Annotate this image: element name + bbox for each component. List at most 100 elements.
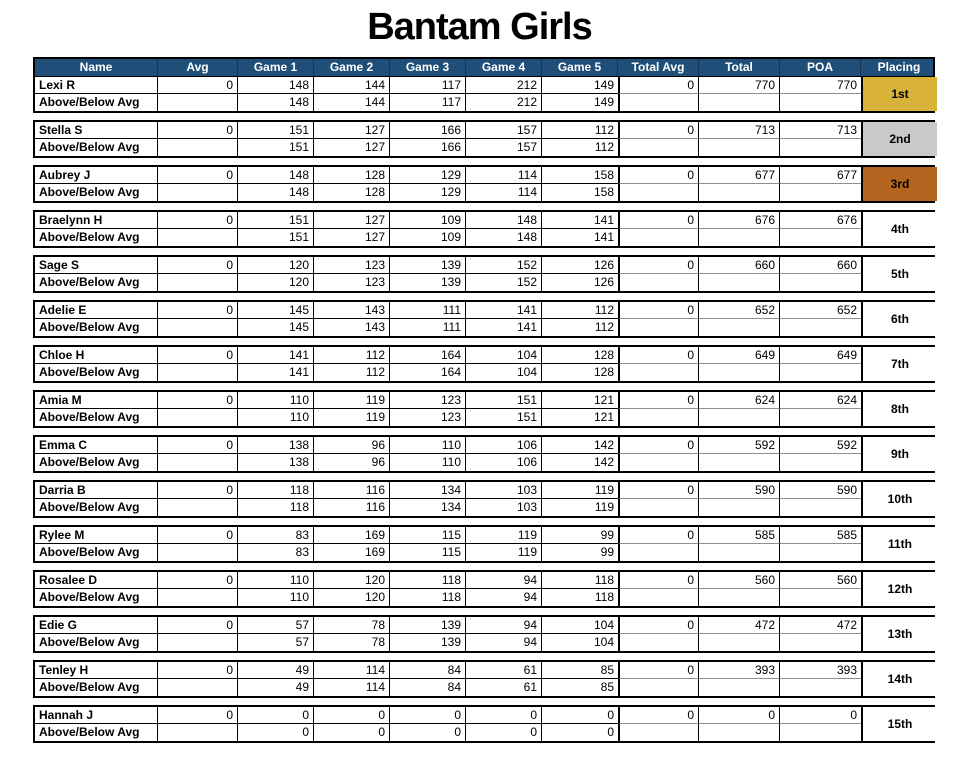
total-avg-cell: 0	[618, 617, 699, 634]
total-avg-sub-cell	[618, 94, 699, 111]
game-5-cell: 0	[542, 707, 618, 724]
game-2-sub-cell: 144	[314, 94, 390, 111]
game-5-cell: 128	[542, 347, 618, 364]
game-5-sub-cell: 112	[542, 319, 618, 336]
column-header-name: Name	[35, 59, 158, 76]
game-5-sub-cell: 104	[542, 634, 618, 651]
game-2-sub-cell: 112	[314, 364, 390, 381]
poa-sub-cell	[780, 454, 861, 471]
total-avg-cell: 0	[618, 257, 699, 274]
poa-sub-cell	[780, 499, 861, 516]
game-5-cell: 121	[542, 392, 618, 409]
above-below-label: Above/Below Avg	[35, 724, 158, 741]
game-1-sub-cell: 83	[238, 544, 314, 561]
column-header-game-1: Game 1	[238, 59, 314, 76]
total-avg-sub-cell	[618, 229, 699, 246]
total-cell: 585	[699, 527, 780, 544]
game-4-cell: 212	[466, 77, 542, 94]
game-3-cell: 164	[390, 347, 466, 364]
game-5-sub-cell: 118	[542, 589, 618, 606]
game-4-sub-cell: 119	[466, 544, 542, 561]
above-below-label: Above/Below Avg	[35, 364, 158, 381]
total-sub-cell	[699, 229, 780, 246]
total-avg-cell: 0	[618, 572, 699, 589]
placing-badge: 10th	[861, 482, 937, 516]
total-avg-sub-cell	[618, 139, 699, 156]
game-4-sub-cell: 106	[466, 454, 542, 471]
game-3-sub-cell: 117	[390, 94, 466, 111]
avg-sub-cell	[158, 679, 238, 696]
game-2-cell: 123	[314, 257, 390, 274]
game-5-sub-cell: 85	[542, 679, 618, 696]
game-5-sub-cell: 112	[542, 139, 618, 156]
game-4-cell: 103	[466, 482, 542, 499]
game-1-cell: 49	[238, 662, 314, 679]
game-4-sub-cell: 152	[466, 274, 542, 291]
column-header-game-4: Game 4	[466, 59, 542, 76]
game-4-sub-cell: 94	[466, 634, 542, 651]
above-below-label: Above/Below Avg	[35, 229, 158, 246]
game-4-cell: 104	[466, 347, 542, 364]
game-1-cell: 120	[238, 257, 314, 274]
above-below-label: Above/Below Avg	[35, 634, 158, 651]
total-sub-cell	[699, 409, 780, 426]
total-avg-cell: 0	[618, 392, 699, 409]
poa-sub-cell	[780, 589, 861, 606]
game-2-sub-cell: 78	[314, 634, 390, 651]
game-1-sub-cell: 148	[238, 94, 314, 111]
game-4-sub-cell: 148	[466, 229, 542, 246]
game-1-sub-cell: 120	[238, 274, 314, 291]
game-3-sub-cell: 111	[390, 319, 466, 336]
game-5-cell: 112	[542, 302, 618, 319]
placing-badge: 5th	[861, 257, 937, 291]
total-sub-cell	[699, 679, 780, 696]
poa-sub-cell	[780, 274, 861, 291]
player-blocks-container: Lexi R 0 148 144 117 212 149 0 770 770 1…	[33, 77, 939, 743]
game-2-cell: 112	[314, 347, 390, 364]
avg-cell: 0	[158, 167, 238, 184]
total-sub-cell	[699, 634, 780, 651]
above-below-label: Above/Below Avg	[35, 544, 158, 561]
poa-cell: 649	[780, 347, 861, 364]
above-below-label: Above/Below Avg	[35, 454, 158, 471]
game-3-sub-cell: 164	[390, 364, 466, 381]
poa-cell: 713	[780, 122, 861, 139]
game-3-sub-cell: 166	[390, 139, 466, 156]
game-4-sub-cell: 114	[466, 184, 542, 201]
game-4-sub-cell: 94	[466, 589, 542, 606]
game-4-cell: 151	[466, 392, 542, 409]
game-5-sub-cell: 128	[542, 364, 618, 381]
game-3-sub-cell: 115	[390, 544, 466, 561]
game-5-cell: 126	[542, 257, 618, 274]
poa-sub-cell	[780, 229, 861, 246]
game-2-sub-cell: 114	[314, 679, 390, 696]
game-5-sub-cell: 158	[542, 184, 618, 201]
game-2-cell: 127	[314, 122, 390, 139]
total-avg-sub-cell	[618, 679, 699, 696]
game-1-sub-cell: 110	[238, 409, 314, 426]
placing-badge: 11th	[861, 527, 937, 561]
avg-sub-cell	[158, 454, 238, 471]
avg-cell: 0	[158, 212, 238, 229]
player-name-cell: Edie G	[35, 617, 158, 634]
game-4-cell: 148	[466, 212, 542, 229]
above-below-label: Above/Below Avg	[35, 679, 158, 696]
game-2-sub-cell: 143	[314, 319, 390, 336]
above-below-label: Above/Below Avg	[35, 319, 158, 336]
game-3-sub-cell: 109	[390, 229, 466, 246]
total-sub-cell	[699, 544, 780, 561]
avg-cell: 0	[158, 527, 238, 544]
player-block: Stella S 0 151 127 166 157 112 0 713 713…	[33, 120, 937, 158]
total-sub-cell	[699, 94, 780, 111]
placing-badge: 6th	[861, 302, 937, 336]
game-3-sub-cell: 84	[390, 679, 466, 696]
game-5-cell: 158	[542, 167, 618, 184]
table-header-row: Name Avg Game 1 Game 2 Game 3 Game 4 Gam…	[33, 57, 935, 77]
avg-sub-cell	[158, 544, 238, 561]
game-1-cell: 148	[238, 167, 314, 184]
avg-sub-cell	[158, 634, 238, 651]
total-avg-cell: 0	[618, 347, 699, 364]
player-name-cell: Darria B	[35, 482, 158, 499]
game-1-cell: 141	[238, 347, 314, 364]
game-2-cell: 119	[314, 392, 390, 409]
